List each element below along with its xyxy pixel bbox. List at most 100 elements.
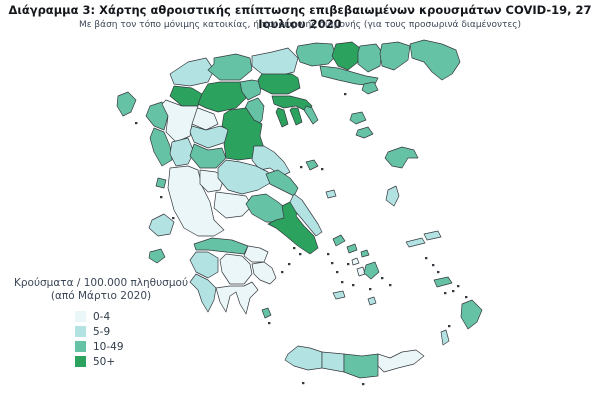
region-kefalonia bbox=[148, 213, 175, 237]
region-mount-athos bbox=[303, 105, 319, 125]
islet-dot bbox=[465, 296, 468, 299]
region-crete-rethymno bbox=[321, 351, 345, 373]
region-larissa bbox=[221, 107, 265, 161]
region-paros bbox=[356, 266, 366, 277]
region-serres bbox=[295, 42, 337, 67]
legend-title-line1: Κρούσματα / 100.000 πληθυσμού bbox=[13, 277, 189, 289]
region-kavala bbox=[319, 65, 379, 87]
region-karpathos bbox=[440, 329, 450, 346]
islet-dot bbox=[448, 325, 451, 328]
legend-title: Κρούσματα / 100.000 πληθυσμού (από Μάρτι… bbox=[6, 277, 196, 303]
islet-dot bbox=[281, 271, 284, 274]
region-naxos bbox=[363, 261, 380, 280]
region-kozani bbox=[197, 81, 251, 113]
region-limnos bbox=[355, 126, 374, 139]
region-rhodes bbox=[460, 299, 483, 330]
region-samos bbox=[423, 230, 442, 241]
islet-dot bbox=[389, 284, 392, 287]
region-mykonos bbox=[360, 249, 370, 258]
islet-dot bbox=[288, 263, 291, 266]
islet-dot bbox=[336, 271, 339, 274]
islet-dot bbox=[327, 253, 330, 256]
region-preveza bbox=[149, 127, 173, 167]
islet-dot bbox=[452, 290, 455, 293]
islet-dot bbox=[352, 284, 355, 287]
legend-item-0-4: 0-4 bbox=[75, 309, 196, 324]
region-skopelos bbox=[305, 159, 319, 171]
region-lefkada bbox=[155, 177, 167, 189]
region-messinia bbox=[189, 273, 217, 313]
region-ilia bbox=[189, 251, 219, 279]
islet-dot bbox=[268, 322, 271, 325]
legend-item-10-49: 10-49 bbox=[75, 339, 196, 354]
legend-title-line2: (από Μάρτιο 2020) bbox=[50, 290, 152, 302]
region-aitoloakarnania bbox=[167, 165, 225, 237]
islet-dot bbox=[293, 247, 296, 250]
figure-title: Διάγραμμα 3: Χάρτης αθροιστικής επίπτωση… bbox=[8, 3, 592, 31]
legend-swatch-3 bbox=[75, 341, 86, 352]
islet-dot bbox=[341, 281, 344, 284]
islet-dot bbox=[160, 196, 163, 199]
region-zakynthos bbox=[148, 248, 166, 264]
legend-label-2: 5-9 bbox=[93, 325, 111, 338]
region-andros bbox=[332, 234, 346, 247]
legend-label-1: 0-4 bbox=[93, 310, 111, 323]
region-evia-north bbox=[265, 169, 299, 197]
region-evia-south bbox=[289, 193, 323, 237]
region-achaia bbox=[193, 237, 249, 255]
region-xanthi bbox=[357, 43, 383, 73]
region-corfu bbox=[116, 91, 137, 117]
region-skyros bbox=[325, 189, 337, 199]
region-lesvos bbox=[384, 146, 419, 169]
region-kilkis bbox=[251, 47, 299, 77]
islet-dot bbox=[457, 285, 460, 288]
region-florina bbox=[169, 57, 215, 87]
islet-dot bbox=[302, 382, 305, 385]
islet-dot bbox=[172, 217, 175, 220]
region-tinos bbox=[346, 243, 358, 254]
region-crete-heraklion bbox=[343, 353, 379, 379]
region-evros bbox=[409, 39, 461, 81]
islet-dot bbox=[432, 264, 435, 267]
region-arcadia bbox=[219, 253, 253, 285]
region-samothraki bbox=[349, 111, 367, 125]
region-crete-lasithi bbox=[377, 349, 425, 373]
region-ikaria bbox=[405, 237, 426, 248]
legend-item-50+: 50+ bbox=[75, 354, 196, 369]
legend-label-3: 10-49 bbox=[93, 340, 124, 353]
islet-dot bbox=[347, 263, 350, 266]
region-rodopi bbox=[379, 41, 411, 71]
legend-swatch-2 bbox=[75, 326, 86, 337]
region-drama bbox=[331, 41, 361, 71]
region-thessaloniki bbox=[257, 73, 301, 95]
region-boeotia bbox=[245, 193, 289, 223]
region-fokida bbox=[213, 191, 253, 219]
region-thasos bbox=[361, 81, 379, 95]
region-chalkidiki-sithonia bbox=[289, 107, 303, 126]
islet-dot bbox=[437, 271, 440, 274]
legend-label-4: 50+ bbox=[93, 355, 116, 368]
legend-items: 0-4 5-9 10-49 50+ bbox=[6, 309, 196, 369]
region-crete-chania bbox=[284, 345, 323, 371]
legend-swatch-4 bbox=[75, 356, 86, 367]
islet-dot bbox=[362, 383, 365, 386]
region-pella bbox=[207, 53, 253, 81]
islet-dot bbox=[344, 93, 347, 96]
region-imathia bbox=[239, 79, 263, 101]
islet-dot bbox=[300, 166, 303, 169]
region-karditsa bbox=[189, 143, 227, 169]
region-lakonia bbox=[215, 281, 259, 315]
islet-dot bbox=[369, 288, 372, 291]
region-chios bbox=[385, 185, 400, 207]
region-fthiotida bbox=[217, 159, 273, 195]
islet-dot bbox=[135, 122, 138, 125]
islet-dot bbox=[425, 257, 428, 260]
islet-dot bbox=[331, 262, 334, 265]
map-legend: Κρούσματα / 100.000 πληθυσμού (από Μάρτι… bbox=[6, 277, 196, 369]
islet-dot bbox=[444, 292, 447, 295]
region-corinthia bbox=[243, 245, 269, 263]
region-milos bbox=[332, 290, 346, 300]
islet-dot bbox=[381, 277, 384, 280]
region-santorini bbox=[367, 296, 377, 306]
